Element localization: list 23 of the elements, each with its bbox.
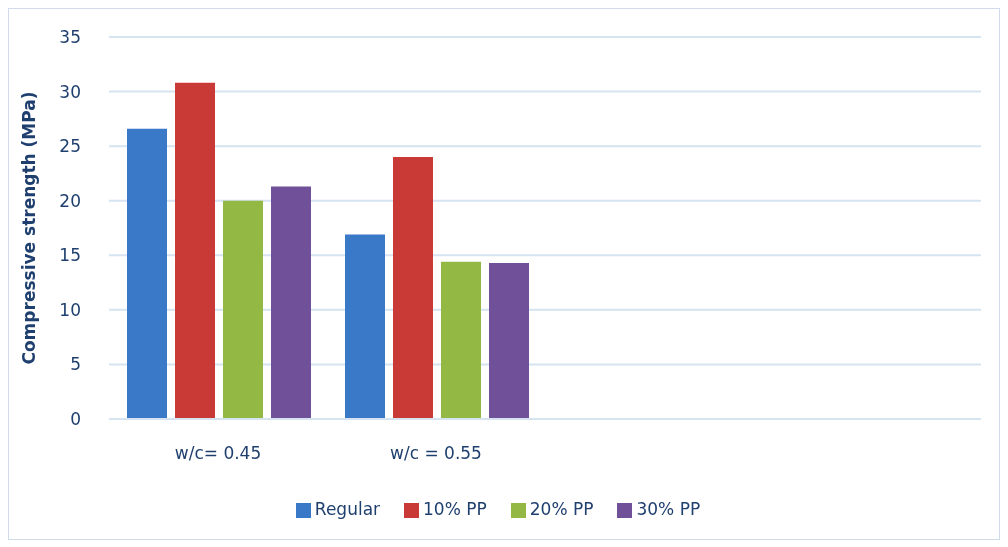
- bar: [175, 82, 215, 419]
- y-axis-title: Compressive strength (MPa): [19, 91, 40, 365]
- y-tick-label: 10: [59, 299, 81, 320]
- x-tick-label: w/c= 0.45: [174, 443, 262, 464]
- y-tick-label: 25: [59, 136, 81, 157]
- bar: [127, 128, 167, 419]
- bar: [271, 186, 311, 419]
- y-tick-label: 0: [70, 409, 81, 430]
- y-tick-label: 15: [59, 245, 81, 266]
- y-tick-label: 5: [70, 354, 81, 375]
- legend-label: Regular: [314, 499, 381, 519]
- legend-label: 10% PP: [423, 499, 487, 519]
- legend-label: 30% PP: [636, 499, 701, 519]
- bar: [393, 157, 433, 419]
- y-tick-label: 35: [59, 27, 81, 48]
- bar: [345, 234, 385, 419]
- y-tick-label: 30: [59, 81, 81, 102]
- x-tick-label: w/c = 0.55: [390, 443, 482, 464]
- bar: [441, 261, 481, 419]
- y-tick-label: 20: [59, 190, 81, 211]
- bar: [489, 262, 529, 419]
- bar: [223, 200, 263, 419]
- legend-label: 20% PP: [529, 499, 594, 519]
